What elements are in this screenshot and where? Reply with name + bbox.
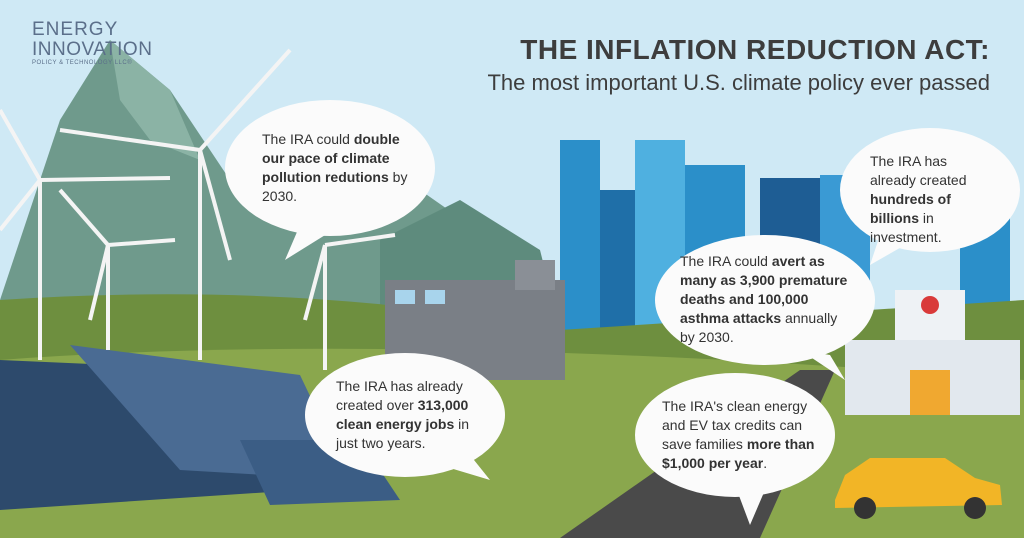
logo: ENERGY INNOVATION POLICY & TECHNOLOGY LL… (32, 19, 153, 67)
text: in just two years. (336, 416, 470, 451)
car (854, 497, 876, 519)
bubble-text: The IRA could avert as many as 3,900 pre… (680, 252, 852, 347)
text-bold: double our pace of climate pollution red… (262, 131, 400, 185)
speech-bubbles (870, 235, 905, 265)
wind-turbines (0, 178, 42, 232)
wind-turbines (88, 244, 110, 321)
hospital (845, 290, 1020, 415)
speech-bubbles (735, 485, 765, 525)
wind-turbines (198, 48, 292, 152)
speech-bubbles (840, 128, 1020, 252)
text: The IRA could (262, 131, 354, 147)
speech-bubbles (635, 373, 835, 497)
wind-turbines (198, 149, 232, 261)
car (964, 497, 986, 519)
solar-panels (0, 345, 400, 510)
text: The IRA's clean energy and EV tax credit… (662, 398, 808, 452)
bubble-text: The IRA has already created over 313,000… (336, 377, 486, 453)
wind-turbines (58, 188, 110, 247)
mountains (110, 40, 200, 160)
wind-turbines (107, 238, 176, 247)
hospital (910, 370, 950, 415)
speech-bubbles (225, 100, 1020, 525)
text-bold: 313,000 clean energy jobs (336, 397, 469, 432)
text-bold: hundreds of billions (870, 191, 951, 226)
text: The IRA has already created (870, 153, 967, 188)
wind-turbines (324, 233, 396, 247)
subtitle: The most important U.S. climate policy e… (487, 70, 990, 95)
logo-text: ENERGY (32, 19, 119, 40)
speech-bubbles (655, 235, 875, 365)
factory (425, 290, 445, 304)
wind-turbines (303, 244, 327, 321)
speech-bubbles (800, 350, 845, 380)
wind-turbines (59, 128, 201, 152)
text: in investment. (870, 210, 942, 245)
text: by 2030. (262, 169, 408, 204)
speech-bubbles (285, 225, 330, 260)
text: . (763, 455, 768, 471)
factory (515, 260, 555, 290)
text: The IRA could (680, 253, 772, 269)
logo-text: INNOVATION (32, 39, 153, 60)
hospital (921, 296, 939, 314)
speech-bubbles (305, 353, 505, 477)
text: The IRA has already created over (336, 378, 463, 413)
speech-bubbles (225, 100, 435, 236)
bubble-text: The IRA has already created hundreds of … (870, 152, 990, 247)
wind-turbines (0, 48, 396, 370)
bubble-text: The IRA's clean energy and EV tax credit… (662, 397, 817, 473)
text: annually by 2030. (680, 310, 838, 345)
factory (395, 290, 415, 304)
logo-tagline: POLICY & TECHNOLOGY LLC® (32, 60, 133, 66)
title: THE INFLATION REDUCTION ACT: (520, 34, 990, 65)
wind-turbines (0, 109, 42, 181)
wind-turbines (39, 176, 171, 182)
text-bold: avert as many as 3,900 premature deaths … (680, 253, 848, 326)
car (835, 458, 1002, 508)
speech-bubbles (440, 455, 490, 480)
bubble-text: The IRA could double our pace of climate… (262, 130, 422, 206)
car (835, 458, 1002, 519)
text-bold: more than $1,000 per year (662, 436, 815, 471)
